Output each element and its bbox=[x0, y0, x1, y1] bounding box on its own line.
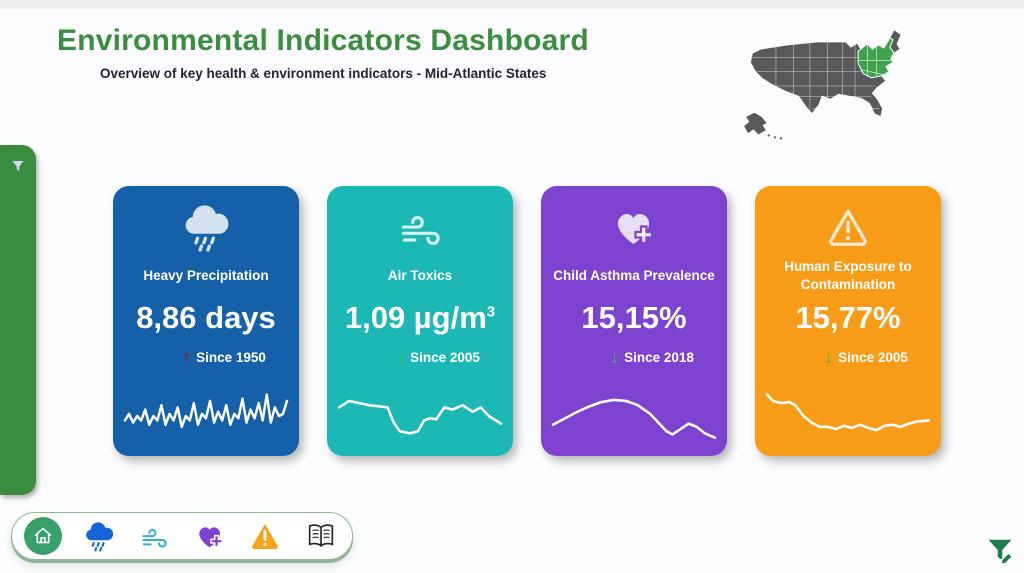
open-book-icon bbox=[304, 519, 338, 553]
wind-icon bbox=[395, 198, 445, 256]
page-title: Environmental Indicators Dashboard bbox=[57, 24, 589, 57]
kpi-label: Air Toxics bbox=[387, 267, 453, 283]
funnel-icon[interactable] bbox=[10, 158, 26, 174]
rain-cloud-icon bbox=[179, 198, 233, 256]
sparkline bbox=[765, 393, 931, 432]
rain-cloud-icon bbox=[81, 519, 117, 553]
heart-plus-icon bbox=[194, 520, 226, 552]
warning-triangle-icon bbox=[249, 520, 281, 552]
trend-up-icon: ↑ bbox=[182, 347, 192, 367]
kpi-value: 15,15% bbox=[581, 300, 687, 335]
report-nav-button[interactable] bbox=[302, 517, 340, 555]
kpi-value: 8,86 days bbox=[136, 300, 276, 335]
heart-plus-icon bbox=[610, 198, 658, 256]
heavy-precipitation-nav-button[interactable] bbox=[80, 517, 118, 555]
kpi-card-heavy-precipitation[interactable]: Heavy Precipitation 8,86 days ↑ Since 19… bbox=[113, 186, 299, 456]
kpi-card-air-toxics[interactable]: Air Toxics 1,09 µg/m3 ↓ Since 2005 bbox=[327, 186, 513, 456]
sparkline bbox=[337, 399, 503, 435]
nav-toolbar bbox=[11, 512, 353, 560]
sparkline bbox=[123, 393, 289, 429]
kpi-trend: ↓ Since 2005 bbox=[824, 348, 908, 366]
trend-down-icon: ↓ bbox=[396, 347, 406, 367]
kpi-trend: ↓ Since 2005 bbox=[396, 348, 480, 366]
wind-icon bbox=[138, 520, 170, 552]
warning-triangle-icon bbox=[825, 198, 871, 256]
page-subtitle: Overview of key health & environment ind… bbox=[100, 66, 547, 81]
kpi-card-child-asthma[interactable]: Child Asthma Prevalence 15,15% ↓ Since 2… bbox=[541, 186, 727, 456]
sparkline bbox=[551, 398, 717, 439]
kpi-label: Child Asthma Prevalence bbox=[553, 267, 715, 283]
alaska bbox=[744, 112, 767, 135]
since-label: Since 1950 bbox=[196, 349, 266, 365]
kpi-value: 1,09 µg/m3 bbox=[344, 300, 496, 335]
trend-down-icon: ↓ bbox=[824, 347, 834, 368]
since-label: Since 2018 bbox=[624, 349, 694, 365]
kpi-card-contamination[interactable]: Human Exposure to Contamination 15,77% ↓… bbox=[755, 186, 941, 456]
kpi-trend: ↑ Since 1950 bbox=[182, 348, 266, 366]
child-asthma-nav-button[interactable] bbox=[191, 517, 229, 555]
top-edge-strip bbox=[0, 0, 1024, 9]
home-button[interactable] bbox=[24, 517, 62, 555]
funnel-pencil-icon[interactable] bbox=[984, 534, 1016, 566]
kpi-trend: ↓ Since 2018 bbox=[610, 348, 694, 366]
kpi-value: 15,77% bbox=[795, 300, 901, 336]
since-label: Since 2005 bbox=[838, 349, 908, 365]
filter-pane-collapsed bbox=[0, 145, 36, 495]
kpi-label: Heavy Precipitation bbox=[143, 267, 269, 283]
trend-down-icon: ↓ bbox=[610, 347, 620, 367]
home-icon bbox=[31, 524, 55, 548]
kpi-label: Human Exposure to Contamination bbox=[784, 259, 912, 293]
air-toxics-nav-button[interactable] bbox=[135, 517, 173, 555]
kpi-card-row: Heavy Precipitation 8,86 days ↑ Since 19… bbox=[113, 186, 941, 456]
state-borders bbox=[750, 40, 880, 115]
usa-states-map[interactable] bbox=[740, 26, 930, 142]
mid-atlantic-highlight bbox=[857, 37, 895, 79]
since-label: Since 2005 bbox=[410, 349, 480, 365]
contamination-nav-button[interactable] bbox=[246, 517, 284, 555]
